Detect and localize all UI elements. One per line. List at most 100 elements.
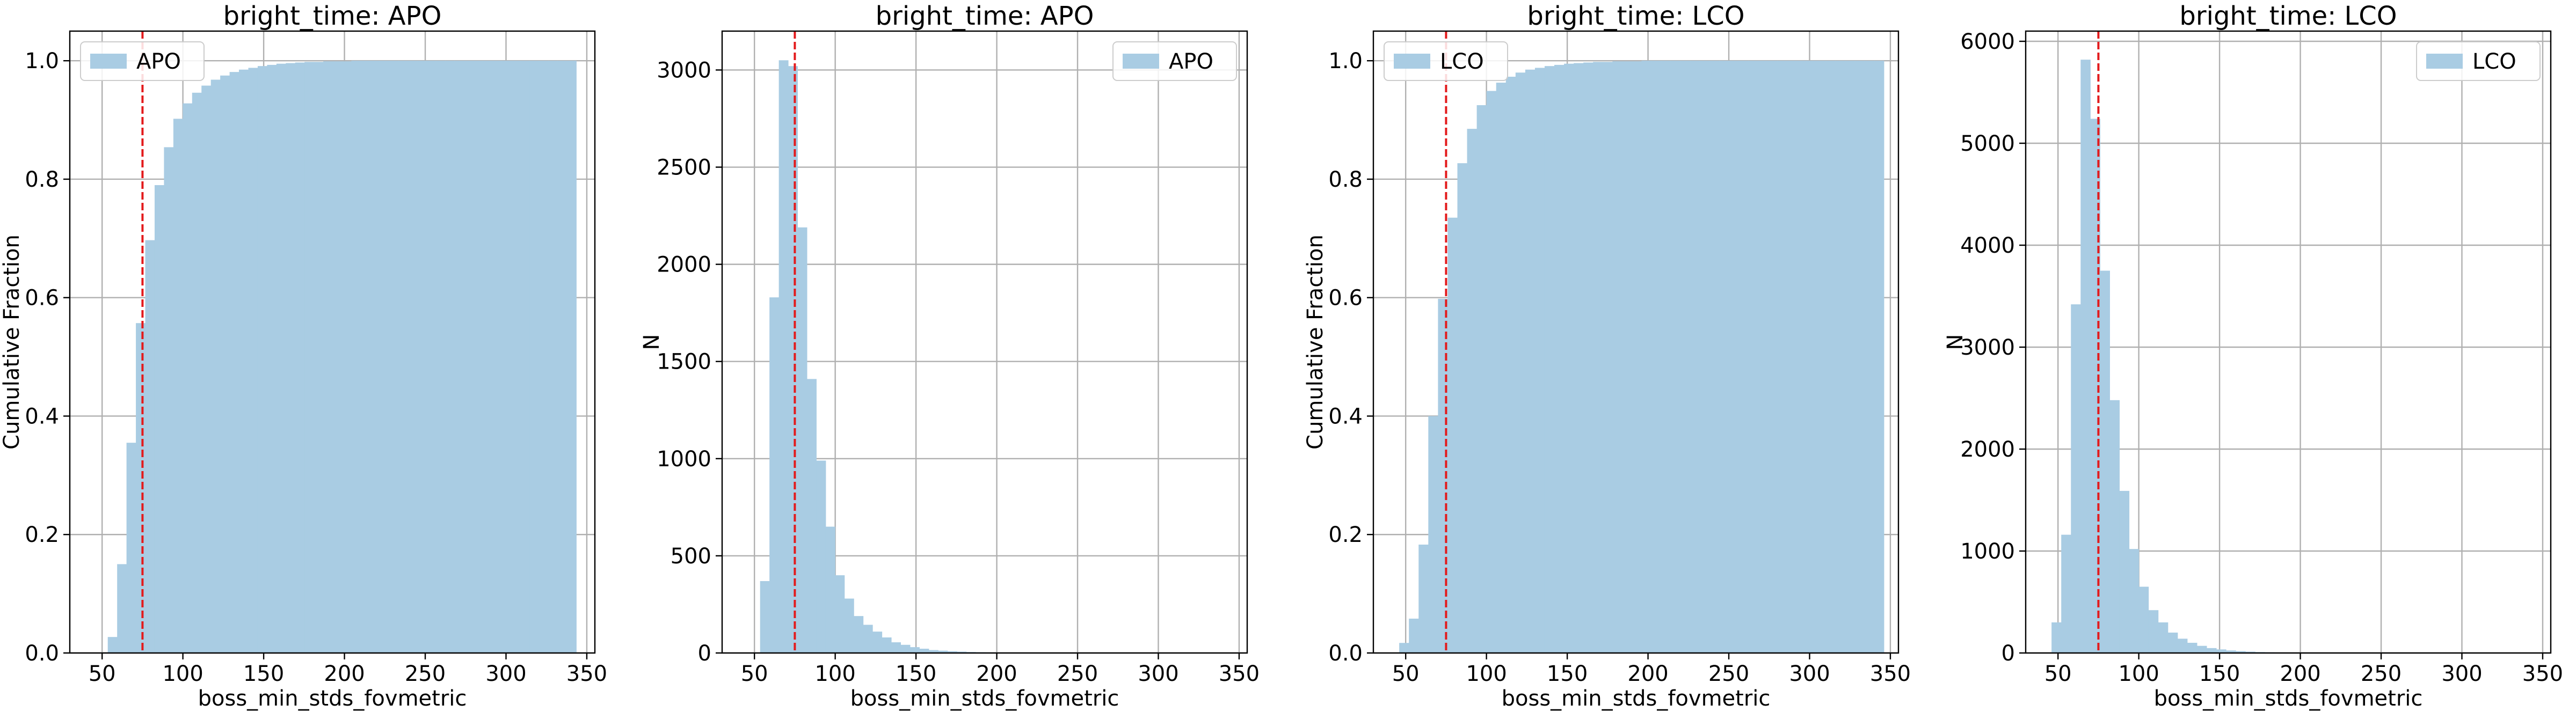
histogram-bar: [1574, 63, 1584, 653]
histogram-bar: [769, 297, 780, 653]
legend-label: LCO: [1440, 49, 1484, 74]
histogram-bar: [276, 63, 286, 654]
histogram-bar: [1796, 61, 1807, 654]
x-tick-label: 100: [162, 662, 203, 686]
y-tick-label: 0.8: [1328, 167, 1363, 192]
plot-frame: [721, 30, 1248, 654]
histogram-bar: [1690, 61, 1700, 654]
histogram-bar: [2245, 651, 2255, 653]
y-tick-label: 2000: [657, 253, 711, 277]
x-tick-label: 200: [324, 662, 365, 686]
legend: LCO: [1384, 41, 1508, 81]
histogram-bar: [1505, 76, 1516, 654]
histogram-bar: [426, 61, 436, 654]
histogram-bar: [220, 75, 230, 653]
x-tick-label: 350: [1870, 662, 1911, 686]
x-tick-label: 200: [2280, 662, 2320, 686]
histogram-bar: [909, 647, 920, 653]
y-tick-label: 2500: [657, 156, 711, 180]
histogram-bar: [1719, 61, 1729, 654]
y-tick-label: 1.0: [1328, 49, 1363, 74]
histogram-bar: [342, 61, 352, 653]
legend-label: APO: [1169, 49, 1213, 74]
histogram-bar: [183, 103, 193, 653]
histogram-bar: [844, 598, 854, 653]
histogram-bar: [351, 61, 361, 654]
histogram-bar: [286, 63, 296, 653]
y-tick-label: 0.2: [25, 523, 59, 547]
x-tick-label: 350: [2522, 662, 2563, 686]
legend-box: [1112, 41, 1237, 81]
y-tick-label: 2000: [1960, 437, 2015, 462]
histogram-bar: [454, 61, 464, 654]
y-tick-label: 500: [671, 544, 711, 569]
histogram-bar: [1845, 61, 1855, 654]
y-tick-label: 6000: [1960, 30, 2015, 54]
histogram-bar: [1399, 643, 1409, 653]
histogram-bar: [511, 61, 521, 654]
legend-box: [80, 41, 205, 81]
histogram-bar: [1554, 64, 1564, 654]
histogram-bar: [295, 62, 305, 653]
x-tick-label: 300: [1138, 662, 1178, 686]
y-tick-label: 1000: [657, 447, 711, 472]
x-tick-label: 150: [243, 662, 284, 686]
histogram-bar: [947, 651, 957, 653]
histogram-bar: [863, 625, 873, 653]
histogram-bar: [1767, 61, 1778, 654]
histogram-bar: [192, 92, 202, 654]
histogram-bar: [520, 61, 530, 654]
histogram-bar: [492, 61, 502, 654]
histogram-bar: [900, 644, 911, 653]
histogram-bar: [1476, 105, 1487, 653]
histogram-bar: [445, 61, 455, 654]
x-tick-label: 300: [1789, 662, 1830, 686]
histogram-bar: [210, 79, 221, 654]
histogram-bar: [501, 61, 511, 654]
histogram-bar: [1806, 61, 1817, 654]
x-axis-label: boss_min_stds_fovmetric: [1502, 686, 1771, 711]
x-tick-label: 250: [1057, 662, 1098, 686]
legend-swatch: [1123, 54, 1159, 69]
y-axis-label: Cumulative Fraction: [1303, 234, 1328, 450]
histogram-bar: [778, 60, 789, 653]
histogram-bar: [1641, 61, 1652, 654]
legend-label: APO: [136, 49, 181, 74]
y-tick-label: 1000: [1960, 539, 2015, 564]
y-tick-label: 0.8: [25, 167, 59, 192]
legend-label: LCO: [2472, 49, 2516, 74]
histogram-bar: [173, 119, 183, 653]
x-tick-label: 350: [566, 662, 607, 686]
histogram-bar: [248, 68, 258, 654]
histogram-bar: [919, 649, 929, 653]
histogram-bar: [1854, 61, 1865, 654]
plot-frame: [2025, 30, 2552, 654]
x-tick-label: 150: [2199, 662, 2240, 686]
histogram-bar: [872, 632, 883, 653]
y-axis-label: N: [639, 334, 664, 350]
legend-swatch: [1394, 54, 1430, 69]
histogram-bar: [1457, 163, 1468, 653]
histogram-bar: [797, 227, 807, 653]
x-tick-label: 150: [896, 662, 936, 686]
x-tick-label: 350: [1219, 662, 1260, 686]
histogram-bar: [1467, 129, 1478, 654]
legend: APO: [1112, 41, 1237, 81]
histogram-bar: [407, 61, 418, 654]
histogram-bar: [389, 61, 399, 654]
histogram-bar: [1874, 61, 1884, 654]
x-tick-label: 150: [1547, 662, 1588, 686]
histogram-bar: [539, 61, 549, 654]
chart-panel-2: 50 100 150 200 250 300 350 0 500 1000 1500 2000 2500…: [639, 1, 1260, 711]
histogram-bar: [957, 651, 967, 653]
histogram-bar: [788, 66, 798, 654]
x-axis-label: boss_min_stds_fovmetric: [850, 686, 1119, 711]
histogram-bar: [938, 650, 948, 653]
histogram-bar: [882, 637, 892, 653]
histogram-bar: [107, 637, 118, 653]
y-tick-label: 0.2: [1328, 523, 1363, 547]
histogram-bar: [1447, 217, 1458, 653]
histogram-bar: [1409, 618, 1419, 653]
x-tick-label: 300: [485, 662, 526, 686]
legend: LCO: [2416, 41, 2541, 81]
